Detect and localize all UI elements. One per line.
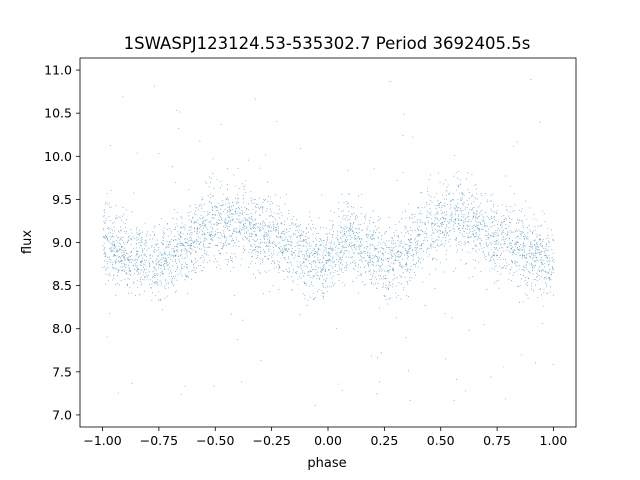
y-axis: 7.0 7.5 8.0 8.5 9.0 9.5 10.0 10.5 11.0 [44,63,80,422]
chart-title: 1SWASPJ123124.53-535302.7 Period 3692405… [124,34,531,53]
y-tick-label: 7.0 [52,407,72,422]
y-tick-label: 10.0 [44,149,72,164]
scatter-points [102,79,555,406]
y-axis-label: flux [20,230,35,254]
x-axis-label: phase [307,456,346,471]
x-tick-label: −0.25 [252,433,290,448]
x-tick-label: 1.00 [540,433,568,448]
x-tick-label: 0.25 [370,433,398,448]
y-tick-label: 9.0 [52,235,72,250]
x-tick-label: 0.00 [314,433,342,448]
x-tick-label: −0.50 [196,433,234,448]
x-tick-label: −1.00 [83,433,121,448]
data-points [102,79,555,406]
y-tick-label: 8.5 [52,278,72,293]
y-tick-label: 10.5 [44,106,72,121]
x-tick-label: −0.75 [140,433,178,448]
y-tick-label: 8.0 [52,321,72,336]
x-tick-label: 0.50 [427,433,455,448]
x-axis: −1.00 −0.75 −0.50 −0.25 0.00 0.25 0.50 0.75 1.00 [83,427,567,448]
y-tick-label: 7.5 [52,364,72,379]
x-tick-label: 0.75 [483,433,511,448]
y-tick-label: 9.5 [52,192,72,207]
y-tick-label: 11.0 [44,63,72,78]
